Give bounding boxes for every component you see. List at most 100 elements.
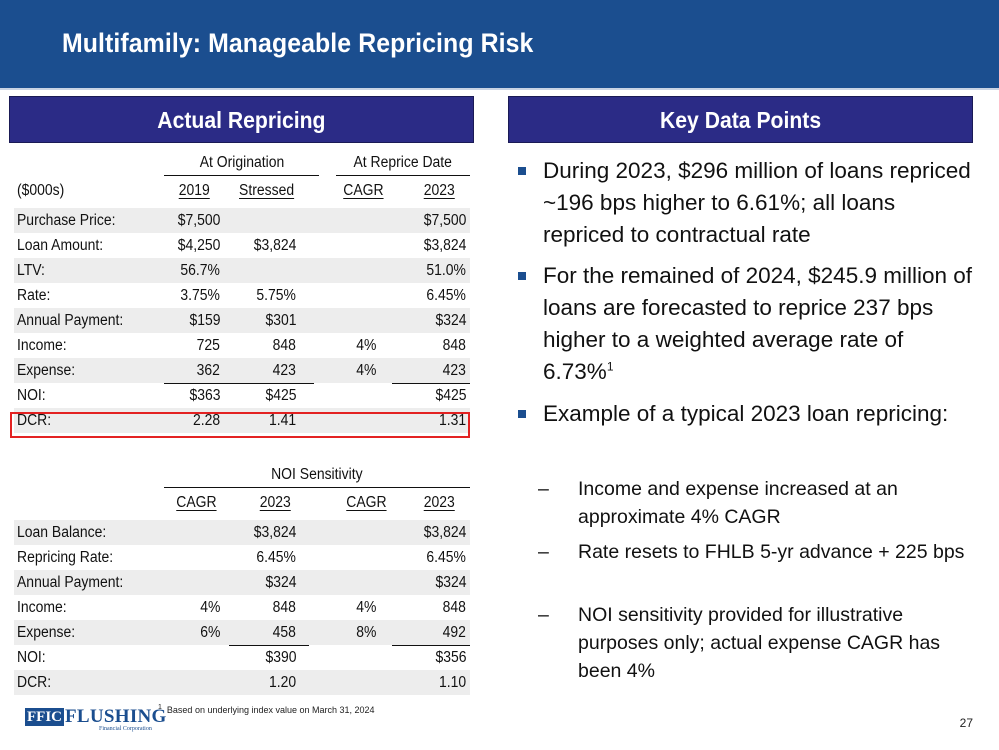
sub-bullet-text: NOI sensitivity provided for illustrativ… [578,604,941,682]
value-cell: 4% [199,599,220,616]
value-cell: $425 [434,387,466,404]
value-cell: $3,824 [423,237,466,254]
value-cell: 1.20 [268,674,296,691]
table-row: DCR: 1.20 1.10 [14,670,470,695]
sub-bullet-item: – Rate resets to FHLB 5-yr advance + 225… [512,538,968,566]
column-header-2019: 2019 [178,182,210,199]
square-bullet-icon [518,410,526,418]
row-label: Purchase Price: [17,212,116,229]
value-cell: 5.75% [256,287,296,304]
actual-repricing-title: Actual Repricing [157,107,326,133]
value-cell: 725 [196,337,220,354]
value-cell: $7,500 [177,212,220,229]
table-row: LTV: 56.7% 51.0% [14,258,470,283]
table-row: Expense: 6% 458 8% 492 [14,620,470,645]
row-label: Expense: [17,362,76,379]
value-cell: 6.45% [426,549,466,566]
square-bullet-icon [518,272,526,280]
row-label: Income: [17,599,67,616]
footnote-marker: 1 [158,704,162,711]
value-cell: 1.31 [438,412,466,429]
key-data-points-title: Key Data Points [659,107,822,133]
row-label: NOI: [17,649,46,666]
group-underline [164,175,319,176]
value-cell: 458 [272,624,296,641]
table-row: Loan Amount: $4,250 $3,824 $3,824 [14,233,470,258]
dash-bullet-icon: – [538,604,549,626]
row-label: Annual Payment: [17,574,124,591]
value-cell: 423 [442,362,466,379]
table-row: Repricing Rate: 6.45% 6.45% [14,545,470,570]
value-cell: 4% [355,337,376,354]
row-label: NOI: [17,387,46,404]
dcr-highlight-box [10,412,470,438]
footnote: 1 Based on underlying index value on Mar… [158,704,375,715]
dash-bullet-icon: – [538,478,549,500]
value-cell: 362 [196,362,220,379]
flushing-logo: FFIC FLUSHING Financial Corporation [25,706,166,732]
page-number: 27 [959,716,973,730]
value-cell: 6.45% [426,287,466,304]
group-header-noi-sensitivity: NOI Sensitivity [271,466,363,483]
total-underline [229,645,309,646]
title-divider [0,88,999,90]
value-cell: 848 [272,599,296,616]
value-cell: $3,824 [253,524,296,541]
value-cell: 51.0% [426,262,466,279]
sub-bullet-item: – Income and expense increased at an app… [512,475,968,531]
table-row: Loan Balance: $3,824 $3,824 [14,520,470,545]
value-cell: 3.75% [180,287,220,304]
value-cell: $301 [264,312,296,329]
row-label: Rate: [17,287,51,304]
group-header-reprice-date: At Reprice Date [353,154,453,171]
key-data-points-header: Key Data Points [508,96,973,143]
actual-repricing-header: Actual Repricing [9,96,474,143]
value-cell: $363 [188,387,220,404]
value-cell: 1.41 [268,412,296,429]
value-cell: $324 [264,574,296,591]
table-row: NOI: $390 $356 [14,645,470,670]
total-underline [392,645,470,646]
bullet-text: Example of a typical 2023 loan repricing… [543,401,949,426]
logo-subtitle: Financial Corporation [99,726,152,732]
value-cell: $159 [188,312,220,329]
total-underline [392,383,470,384]
table-row: NOI: $363 $425 $425 [14,383,470,408]
bullet-item: For the remained of 2024, $245.9 million… [512,260,973,388]
value-cell: $3,824 [423,524,466,541]
row-label: Annual Payment: [17,312,124,329]
logo-name: FLUSHING [65,706,167,727]
value-cell: 4% [355,599,376,616]
column-header-cagr: CAGR [345,494,387,511]
column-header-stressed: Stressed [239,182,295,199]
value-cell: $4,250 [177,237,220,254]
row-label: LTV: [17,262,45,279]
column-header-2023: 2023 [423,494,455,511]
actual-repricing-table: At Origination At Reprice Date ($000s) 2… [14,150,470,440]
sub-bullet-text: Income and expense increased at an appro… [578,478,898,528]
group-underline [336,175,470,176]
row-label: Repricing Rate: [17,549,114,566]
column-header-units: ($000s) [17,182,65,199]
value-cell: 423 [272,362,296,379]
total-underline [164,383,314,384]
column-header-2023: 2023 [423,182,455,199]
value-cell: 1.10 [438,674,466,691]
bullet-text: During 2023, $296 million of loans repri… [543,158,971,247]
value-cell: 56.7% [180,262,220,279]
sub-bullet-text: Rate resets to FHLB 5-yr advance + 225 b… [578,541,965,563]
bullet-item: During 2023, $296 million of loans repri… [512,155,973,251]
value-cell: $324 [434,312,466,329]
table-row: Annual Payment: $324 $324 [14,570,470,595]
value-cell: $3,824 [253,237,296,254]
group-header-origination: At Origination [199,154,284,171]
value-cell: 848 [442,599,466,616]
row-label: Income: [17,337,67,354]
value-cell: $324 [434,574,466,591]
table-row: Income: 4% 848 4% 848 [14,595,470,620]
row-label: Loan Amount: [17,237,104,254]
bullet-item: Example of a typical 2023 loan repricing… [512,398,973,430]
row-label: DCR: [17,412,52,429]
footnote-text: Based on underlying index value on March… [166,705,375,715]
table-row: Annual Payment: $159 $301 $324 [14,308,470,333]
